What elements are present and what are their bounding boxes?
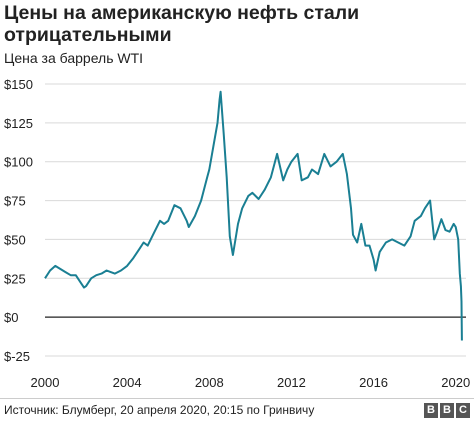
y-tick-label: $25 [4,271,26,286]
logo-letter: C [456,403,470,418]
bbc-logo: B B C [424,403,470,418]
chart-subtitle: Цена за баррель WTI [4,50,144,66]
x-tick-labels: 2000 2004 2008 2012 2016 2020 [31,375,471,390]
chart-title: Цены на американскую нефть стали отрицат… [4,2,360,46]
x-tick-label: 2008 [195,375,224,390]
y-tick-label: $75 [4,194,26,209]
chart-area: $150 $125 $100 $75 $50 $25 $0 $-25 2000 2004 2008… [4,77,471,390]
x-tick-label: 2000 [31,375,60,390]
logo-letter: B [424,403,438,418]
price-series-line [44,90,463,341]
y-tick-label: $125 [4,116,33,131]
y-tick-label: $100 [4,155,33,170]
y-tick-label: $0 [4,310,18,325]
x-tick-label: 2004 [113,375,142,390]
source-note: Источник: Блумберг, 20 апреля 2020, 20:1… [4,403,315,417]
y-tick-label: $50 [4,232,26,247]
logo-letter: B [440,403,454,418]
x-tick-label: 2016 [359,375,388,390]
footer-divider [0,398,474,399]
y-tick-labels: $150 $125 $100 $75 $50 $25 $0 $-25 [4,77,33,364]
x-tick-label: 2012 [277,375,306,390]
x-tick-label: 2020 [441,375,470,390]
y-tick-label: $150 [4,77,33,92]
y-tick-label: $-25 [4,349,30,364]
gridlines [45,83,466,357]
